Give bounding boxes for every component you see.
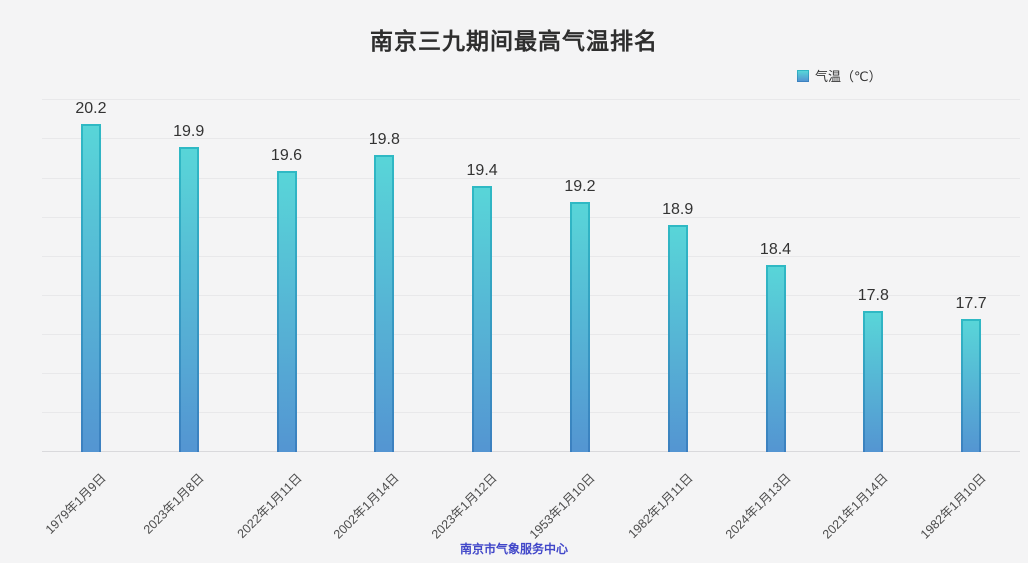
bar-value-label: 18.4	[759, 240, 792, 258]
gridline	[42, 294, 1020, 296]
bar[interactable]	[472, 186, 493, 452]
bar[interactable]	[276, 170, 297, 452]
bar[interactable]	[863, 311, 884, 452]
x-axis-label: 1982年1月10日	[917, 470, 989, 542]
plot-area: 20.2 19.9 19.6 19.8 19.4 19.2 18.9 18.4 17.8 17.7	[42, 98, 1020, 452]
x-axis-label: 2023年1月12日	[428, 470, 500, 542]
bar-value-label: 19.4	[466, 162, 498, 180]
gridline	[42, 255, 1020, 257]
gridline	[42, 333, 1020, 335]
x-axis-label: 2022年1月11日	[234, 470, 305, 542]
chart-title: 南京三九期间最高气温排名	[370, 28, 658, 54]
bar-value-label: 18.9	[662, 201, 694, 219]
legend-label: 气温（℃）	[815, 69, 882, 84]
bar[interactable]	[178, 147, 199, 452]
bar-value-label: 20.2	[75, 99, 107, 117]
source-credit: 南京市气象服务中心	[459, 542, 568, 556]
legend[interactable]: 气温（℃）	[797, 66, 882, 85]
x-axis: 1979年1月9日 2023年1月8日 2022年1月11日 2002年1月14日 20…	[42, 452, 1020, 542]
bar-value-label: 19.2	[564, 177, 596, 195]
legend-swatch-icon	[797, 69, 809, 82]
gridline	[42, 216, 1020, 218]
gridline	[42, 138, 1020, 140]
bar-value-label: 19.9	[173, 123, 205, 141]
bar-value-label: 17.7	[955, 295, 987, 313]
gridline	[42, 99, 1020, 101]
gridline	[42, 411, 1020, 413]
bar[interactable]	[667, 225, 688, 452]
gridline	[42, 177, 1020, 179]
bar[interactable]	[765, 264, 786, 452]
bar[interactable]	[374, 155, 395, 452]
bar-value-label: 19.8	[368, 131, 400, 148]
bar-value-label: 17.8	[857, 287, 889, 305]
bar[interactable]	[569, 201, 590, 452]
x-axis-label: 1979年1月9日	[42, 470, 109, 537]
bar[interactable]	[80, 123, 101, 452]
x-axis-label: 1982年1月11日	[625, 470, 696, 542]
bar-value-label: 19.6	[270, 146, 303, 164]
x-axis-label: 2023年1月8日	[140, 470, 207, 537]
x-axis-label: 2024年1月13日	[722, 470, 794, 542]
x-axis-label: 2002年1月14日	[331, 470, 403, 542]
bar[interactable]	[961, 319, 982, 452]
x-axis-label: 2021年1月14日	[820, 470, 892, 542]
gridline	[42, 372, 1020, 374]
x-axis-line	[42, 451, 1020, 452]
x-axis-label: 1953年1月10日	[526, 470, 598, 542]
